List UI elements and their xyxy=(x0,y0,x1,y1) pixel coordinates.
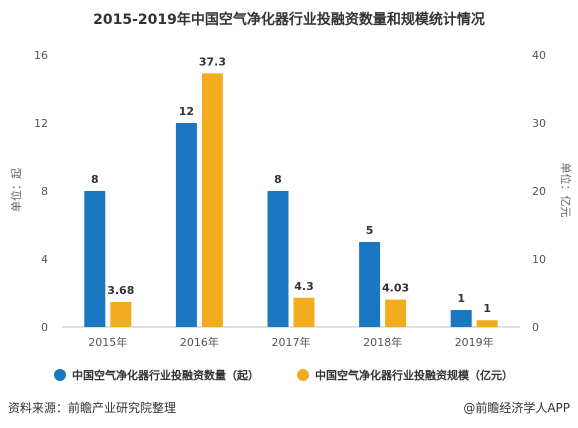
bar-scale xyxy=(110,301,132,327)
data-label-scale: 4.03 xyxy=(382,282,409,295)
data-label-scale: 1 xyxy=(483,302,491,315)
data-label-scale: 3.68 xyxy=(107,284,134,297)
right-tick-label: 30 xyxy=(532,117,546,130)
left-tick-label: 16 xyxy=(34,49,48,62)
right-tick-label: 20 xyxy=(532,185,546,198)
data-label-count: 12 xyxy=(179,105,194,118)
data-label-count: 1 xyxy=(457,292,465,305)
left-tick-label: 0 xyxy=(41,321,48,334)
bar-scale xyxy=(476,320,498,327)
bar-scale xyxy=(293,297,315,327)
brand-credit: @前瞻经济学人APP xyxy=(463,400,570,415)
source-note: 资料来源：前瞻产业研究院整理 xyxy=(8,400,176,415)
left-axis-ticks: 0 4 8 12 16 xyxy=(34,49,48,334)
x-axis-ticks: 2015年 2016年 2017年 2018年 2019年 xyxy=(88,335,493,349)
legend-marker-count xyxy=(54,369,66,381)
bar-count xyxy=(84,191,106,327)
data-labels: 8 3.68 12 37.3 8 4.3 5 4.03 1 1 xyxy=(91,55,491,315)
data-label-count: 8 xyxy=(91,173,99,186)
bar-count xyxy=(267,191,289,327)
legend-label-scale: 中国空气净化器行业投融资规模（亿元） xyxy=(315,368,513,382)
chart-title: 2015-2019年中国空气净化器行业投融资数量和规模统计情况 xyxy=(93,11,485,28)
bars xyxy=(84,73,498,327)
x-tick-label: 2016年 xyxy=(180,335,219,349)
right-tick-label: 10 xyxy=(532,253,546,266)
left-axis-title: 单位：起 xyxy=(9,168,23,212)
bar-count xyxy=(450,310,472,327)
data-label-scale: 4.3 xyxy=(294,280,314,293)
x-tick-label: 2018年 xyxy=(363,335,402,349)
right-axis-title: 单位：亿元 xyxy=(559,163,573,218)
legend: 中国空气净化器行业投融资数量（起） 中国空气净化器行业投融资规模（亿元） xyxy=(54,368,513,382)
legend-marker-scale xyxy=(297,369,309,381)
bar-count xyxy=(359,242,381,327)
x-tick-label: 2015年 xyxy=(88,335,127,349)
right-axis-ticks: 0 10 20 30 40 xyxy=(532,49,546,334)
right-tick-label: 40 xyxy=(532,49,546,62)
bar-scale xyxy=(385,299,407,327)
x-tick-label: 2019年 xyxy=(455,335,494,349)
bar-scale xyxy=(201,73,223,327)
left-tick-label: 8 xyxy=(41,185,48,198)
left-tick-label: 4 xyxy=(41,253,48,266)
data-label-count: 8 xyxy=(274,173,282,186)
left-tick-label: 12 xyxy=(34,117,48,130)
bar-count xyxy=(175,123,197,327)
right-tick-label: 0 xyxy=(532,321,539,334)
x-tick-label: 2017年 xyxy=(272,335,311,349)
data-label-count: 5 xyxy=(366,224,374,237)
legend-label-count: 中国空气净化器行业投融资数量（起） xyxy=(72,368,259,382)
data-label-scale: 37.3 xyxy=(199,55,226,68)
